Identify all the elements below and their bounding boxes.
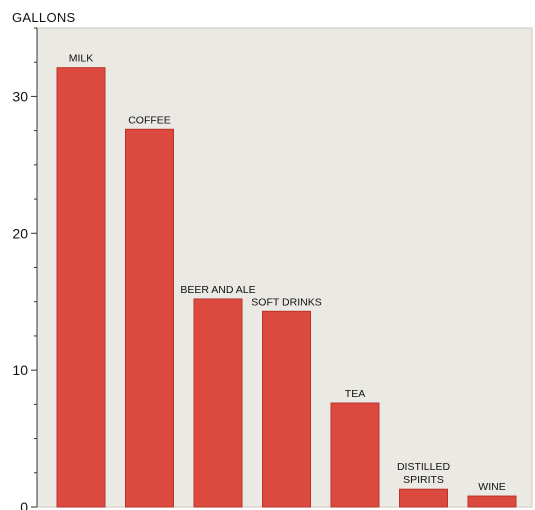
y-tick-label: 0 xyxy=(20,499,28,510)
bar xyxy=(262,310,311,508)
bar-label: WINE xyxy=(478,481,505,493)
bar xyxy=(399,488,448,508)
bar xyxy=(193,298,243,508)
y-axis-title: GALLONS xyxy=(12,10,76,25)
bar xyxy=(56,67,106,508)
bar-label: SPIRITS xyxy=(403,474,444,486)
y-tick-label: 30 xyxy=(12,88,28,104)
bar xyxy=(330,402,380,508)
bar-label: COFFEE xyxy=(128,114,171,126)
bar-label: TEA xyxy=(345,388,365,400)
bar-label: BEER AND ALE xyxy=(180,284,255,296)
bar-label: MILK xyxy=(69,53,94,65)
bar xyxy=(467,495,517,508)
bar-label: SOFT DRINKS xyxy=(251,296,321,308)
bar xyxy=(125,128,174,508)
y-tick-label: 10 xyxy=(12,362,28,378)
y-tick-label: 20 xyxy=(12,225,28,241)
bar-label: DISTILLED xyxy=(397,461,451,473)
